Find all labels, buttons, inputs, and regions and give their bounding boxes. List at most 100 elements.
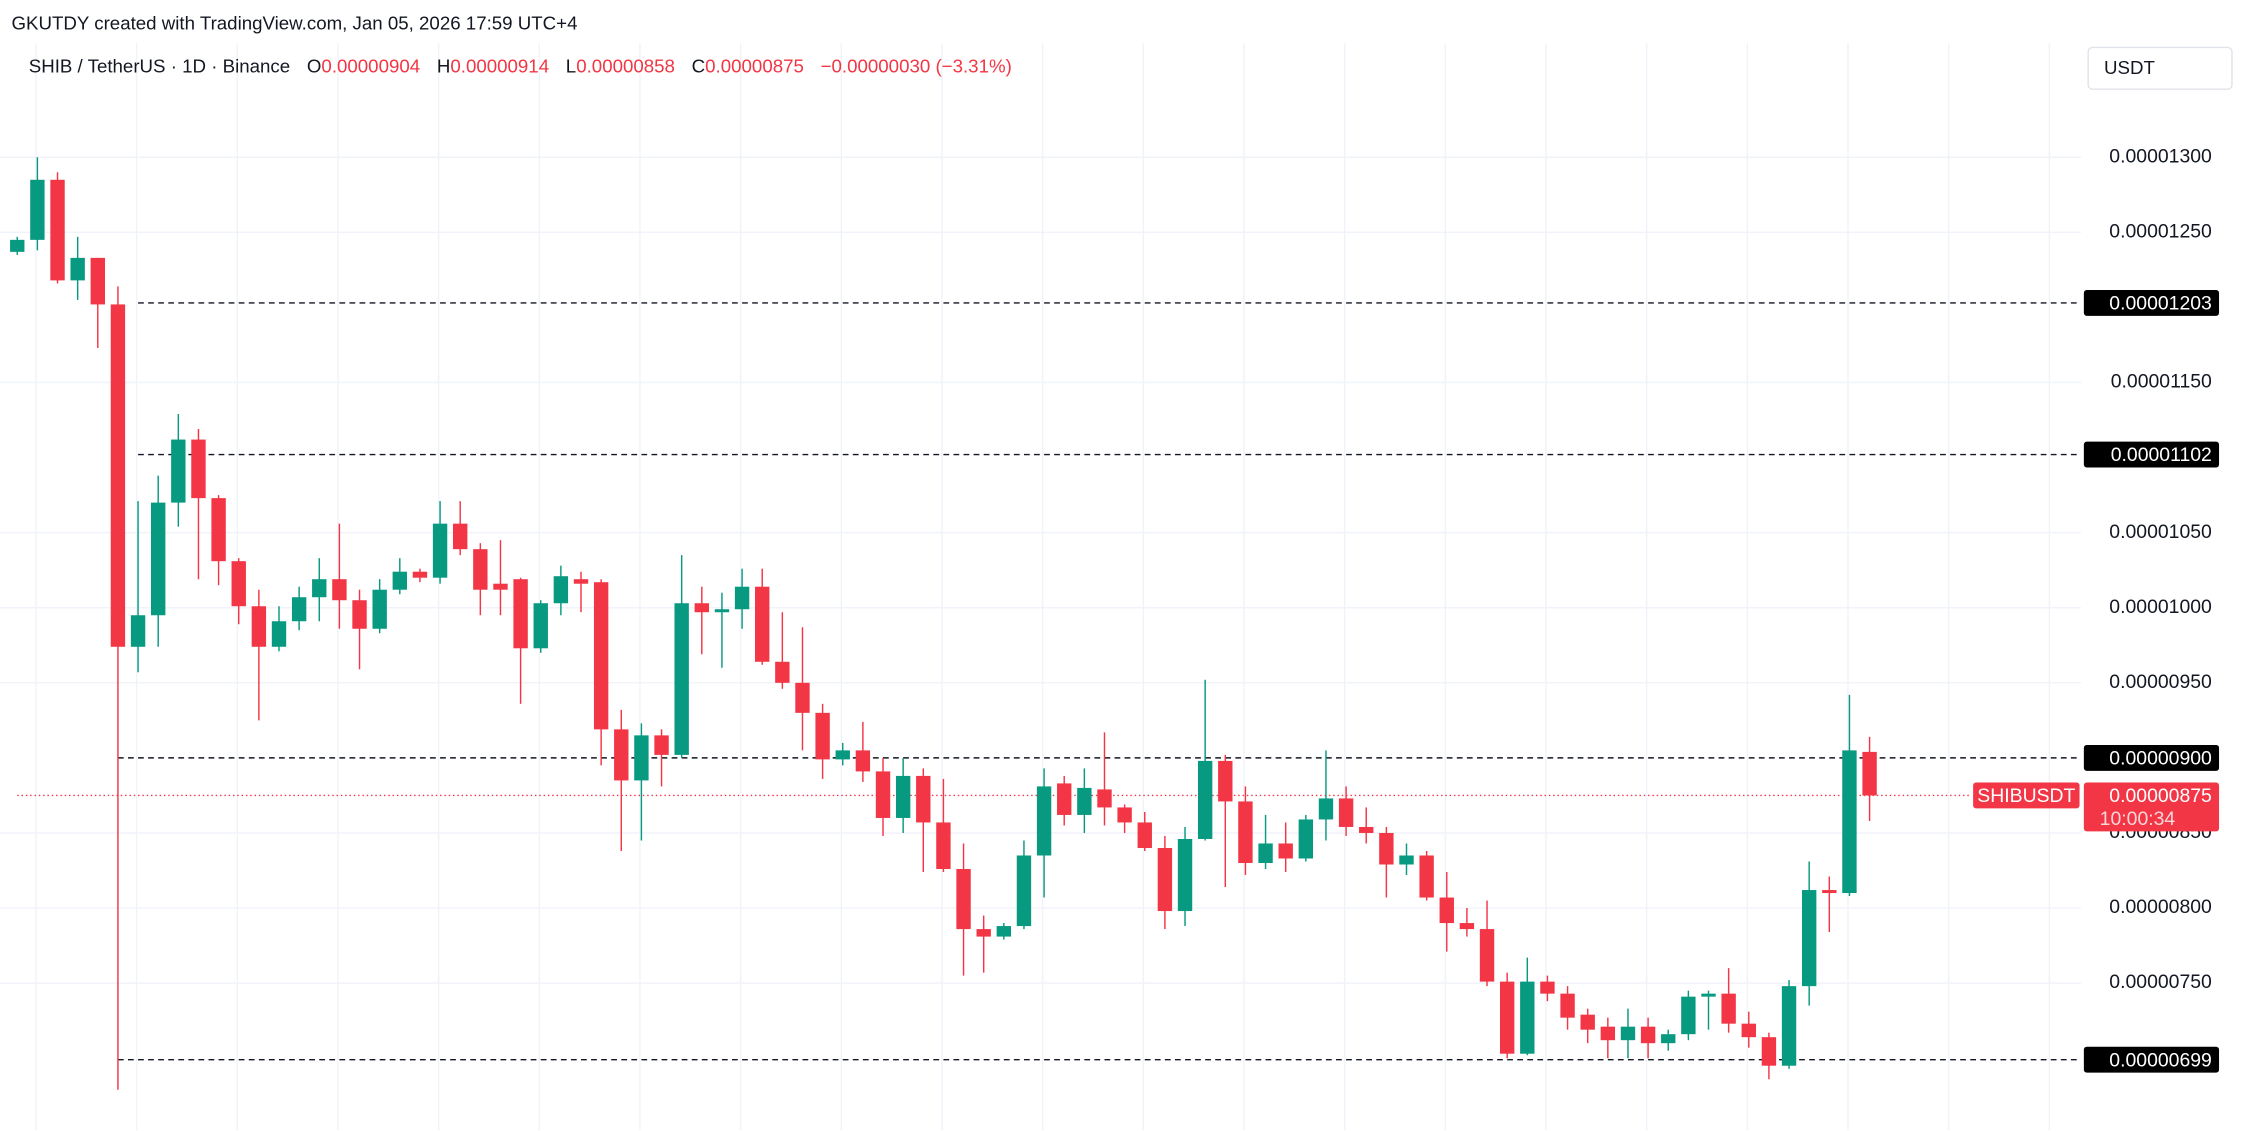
y-tick-label: 0.00000800 — [2109, 896, 2212, 918]
y-tick-label: 0.00001300 — [2109, 145, 2212, 167]
ohlc-key: C — [692, 56, 706, 77]
candle-body — [1701, 993, 1716, 997]
candle-body — [694, 603, 710, 613]
candle-body — [231, 561, 246, 607]
candle-body — [50, 179, 65, 281]
candle-body — [312, 579, 327, 598]
candle-body — [513, 579, 528, 649]
candle-body — [1741, 1023, 1756, 1038]
y-tick-label: 0.00001050 — [2109, 521, 2212, 543]
candle-body — [1016, 855, 1032, 927]
currency-button[interactable] — [2087, 46, 2233, 90]
candle-body — [593, 582, 609, 730]
candle-body — [1661, 1034, 1676, 1044]
level-label: 0.00000699 — [2109, 1049, 2212, 1071]
candle-body — [936, 822, 951, 870]
candle-body — [211, 498, 226, 562]
symbol-label: SHIBUSDT — [1977, 785, 2075, 807]
symbol-tag — [1973, 782, 2080, 809]
legend: SHIB / TetherUS · 1D · Binance O0.000009… — [29, 56, 1012, 77]
candle-body — [1077, 787, 1092, 815]
candle-body — [1318, 798, 1334, 820]
candle-body — [1399, 855, 1414, 865]
level-tag — [2083, 441, 2220, 468]
candle-body — [1097, 789, 1112, 808]
candle-body — [473, 549, 488, 590]
level-tag — [2083, 1046, 2220, 1073]
candle-body — [1278, 843, 1293, 859]
candle-body — [654, 735, 669, 755]
level-label: 0.00001203 — [2109, 292, 2212, 314]
ohlc-key: H — [437, 56, 451, 77]
last-price-label: 0.00000875 — [2109, 785, 2212, 807]
change: −0.00000030 (−3.31%) — [821, 56, 1012, 77]
countdown-label: 10:00:34 — [2100, 808, 2176, 830]
candle-body — [1036, 786, 1052, 856]
candle-body — [1822, 890, 1837, 894]
candle-body — [916, 775, 931, 823]
candle-body — [795, 682, 810, 713]
candle-body — [1842, 750, 1857, 894]
candle-body — [1117, 807, 1132, 823]
candle-body — [1459, 923, 1475, 930]
y-tick-label: 0.00000750 — [2109, 971, 2212, 993]
candle-body — [1439, 897, 1454, 924]
ohlc-key: L — [566, 56, 576, 77]
candle-body — [372, 589, 387, 629]
candle-body — [493, 583, 508, 590]
candle-body — [674, 603, 689, 755]
ohlc-key: O — [307, 56, 322, 77]
candle-body — [1137, 822, 1152, 848]
candle-body — [976, 929, 991, 937]
candle-body — [755, 586, 770, 662]
ohlc-value: 0.00000875 — [705, 56, 804, 77]
candle-body — [10, 239, 25, 252]
candle-body — [1620, 1026, 1636, 1041]
candle-body — [332, 579, 347, 601]
candle-body — [1057, 783, 1072, 815]
candle-body — [191, 439, 206, 499]
candle-body — [1681, 996, 1696, 1035]
candle-body — [291, 597, 307, 622]
candle-body — [1640, 1026, 1656, 1044]
candle-body — [1177, 838, 1193, 912]
level-label: 0.00000900 — [2109, 747, 2212, 769]
candle-body — [1157, 847, 1173, 912]
candle-body — [1781, 986, 1797, 1066]
candle-body — [855, 750, 871, 772]
candle-body — [1600, 1026, 1616, 1041]
candle-body — [614, 729, 629, 781]
candle-body — [573, 579, 589, 584]
candle-body — [130, 615, 146, 647]
candle-body — [1479, 929, 1495, 982]
candle-body — [432, 523, 448, 578]
candle-body — [70, 257, 85, 281]
candle-body — [875, 771, 891, 818]
candle-body — [1379, 832, 1394, 865]
currency-label[interactable]: USDT — [2104, 57, 2155, 78]
y-tick-label: 0.00001000 — [2109, 596, 2212, 618]
candle-body — [714, 609, 730, 613]
candle-body — [1761, 1037, 1777, 1066]
candle-body — [956, 869, 971, 930]
y-tick-label: 0.00000950 — [2109, 671, 2212, 693]
candle-body — [835, 750, 850, 760]
ohlc-value: 0.00000858 — [576, 56, 675, 77]
candle-body — [1862, 751, 1877, 796]
candle-body — [734, 586, 750, 610]
symbol-title: SHIB / TetherUS · 1D · Binance — [29, 56, 290, 77]
candle-body — [533, 603, 548, 649]
level-tag — [2083, 289, 2220, 316]
y-tick-label: 0.00001150 — [2111, 371, 2212, 393]
candle-body — [1298, 819, 1314, 859]
candle-body — [1499, 981, 1515, 1054]
candle-body — [1238, 801, 1253, 864]
candle-body — [392, 571, 407, 590]
candle-body — [895, 775, 911, 818]
candle-body — [1721, 993, 1736, 1024]
candle-body — [1359, 826, 1374, 833]
candle-body — [996, 926, 1012, 937]
